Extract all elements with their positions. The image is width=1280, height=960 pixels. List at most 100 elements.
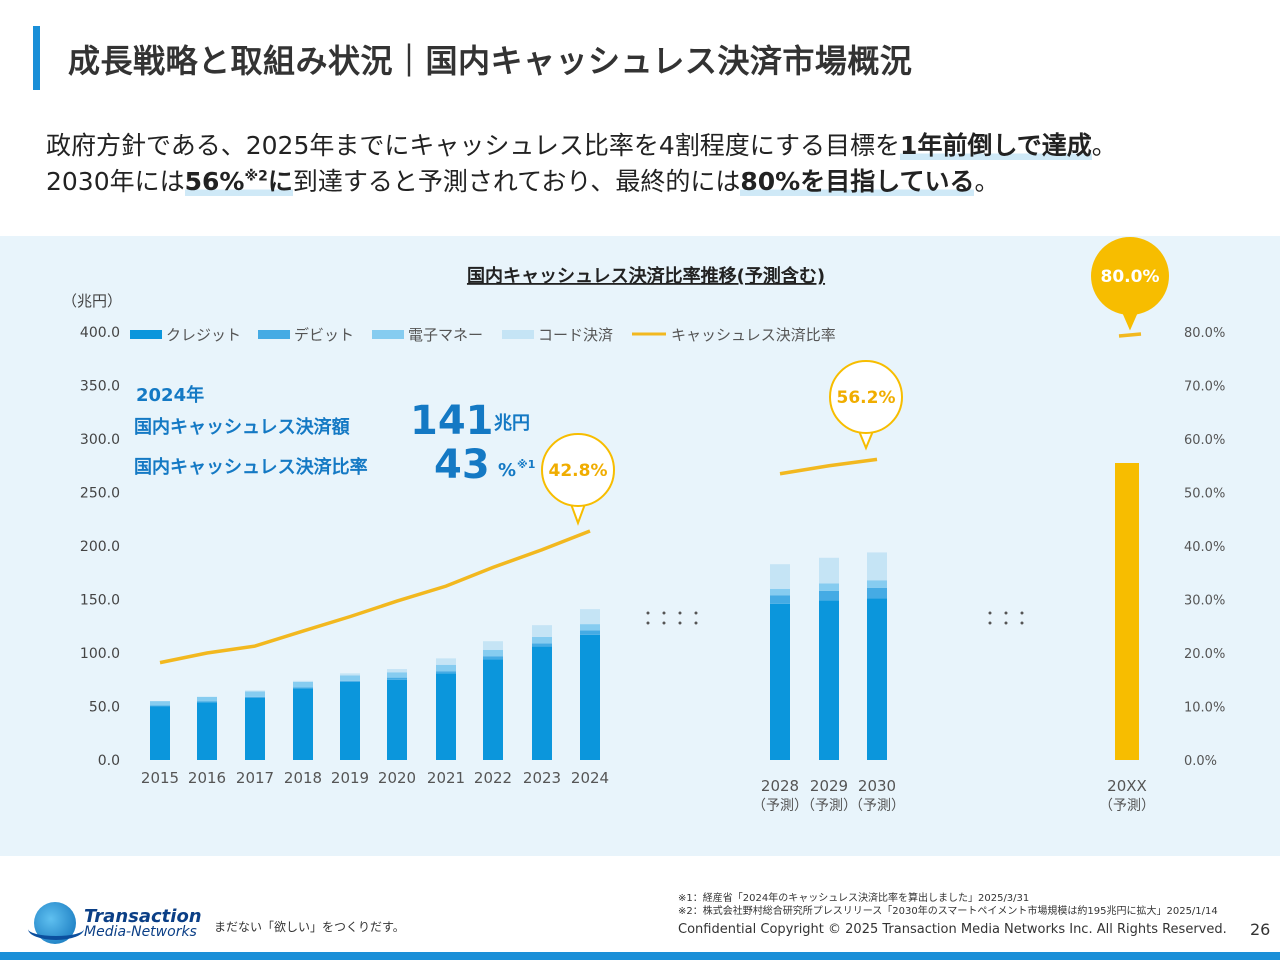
- annotation-value-2: 43: [434, 442, 490, 488]
- lead-text: 政府方針である、2025年までにキャッシュレス比率を4割程度にする目標を: [46, 131, 901, 160]
- legend-label: 電子マネー: [408, 326, 483, 344]
- y2-tick-label: 40.0%: [1184, 540, 1225, 555]
- x-tick-label: 2021: [427, 769, 465, 787]
- bar-segment: [245, 690, 265, 692]
- bar-segment: [532, 646, 552, 760]
- x-tick-label: 2028: [761, 777, 799, 795]
- x-tick-label: 2016: [188, 769, 226, 787]
- ratio-line-actual: [159, 529, 591, 665]
- x-tick-note: （予測）: [752, 798, 808, 814]
- bar-segment: [436, 664, 456, 672]
- lead-line-1: 政府方針である、2025年までにキャッシュレス比率を4割程度にする目標を1年前倒…: [46, 126, 1117, 162]
- ratio-line-target: [1118, 332, 1142, 338]
- x-tick-note: （予測）: [801, 798, 857, 814]
- bar-segment: [293, 687, 313, 689]
- y-tick-label: 250.0: [80, 486, 120, 502]
- bar-segment: [819, 557, 839, 584]
- legend-swatch: [130, 330, 162, 339]
- bar-segment: [245, 697, 265, 760]
- footnote-2: ※2：株式会社野村総合研究所プレスリリース「2030年のスマートペイメント市場規…: [678, 906, 1218, 917]
- x-tick-note: （予測）: [1099, 798, 1155, 814]
- bar-segment: [436, 673, 456, 760]
- logo-text-2: Media-Networks: [84, 924, 197, 940]
- x-tick-label: 2018: [284, 769, 322, 787]
- footer-strip: [0, 952, 1280, 960]
- lead-text: 2030年には: [46, 167, 185, 196]
- x-tick-label: 2023: [523, 769, 561, 787]
- bar-segment: [340, 673, 360, 676]
- y2-tick-label: 10.0%: [1184, 701, 1225, 716]
- bars: [150, 463, 1139, 760]
- bar-segment: [532, 625, 552, 637]
- bar-segment: [867, 552, 887, 581]
- x-tick-label: 2019: [331, 769, 369, 787]
- annotation-label-2: 国内キャッシュレス決済比率: [134, 456, 368, 478]
- legend: クレジット デビット 電子マネー コード決済 キャッシュレス決済比率: [130, 326, 836, 344]
- bar-segment: [293, 681, 313, 688]
- page-number: 26: [1250, 920, 1271, 939]
- bar-segment: [819, 590, 839, 601]
- bar-segment: [867, 587, 887, 599]
- lead-highlight-particle: に: [267, 167, 293, 196]
- lead-highlight: 1年前倒しで達成: [900, 131, 1092, 160]
- bar-segment: [245, 696, 265, 698]
- annotation-year: 2024年: [136, 384, 204, 406]
- legend-label: クレジット: [166, 326, 241, 344]
- bar-segment: [387, 669, 407, 673]
- y2-tick-label: 70.0%: [1184, 380, 1225, 395]
- bar-segment: [580, 630, 600, 635]
- x-tick-label: 2029: [810, 777, 848, 795]
- bar-segment: [293, 680, 313, 682]
- bar-segment: [150, 705, 170, 707]
- footnote-1: ※1：経産省「2024年のキャッシュレス決済比率を算出しました」2025/3/3…: [678, 893, 1030, 904]
- annotation-value-1: 141: [410, 398, 494, 444]
- callout-2024-circle: [541, 433, 615, 507]
- y2-tick-label: 60.0%: [1184, 433, 1225, 448]
- y-tick-label: 200.0: [80, 539, 120, 555]
- bar-segment: [387, 679, 407, 760]
- bar-segment: [197, 702, 217, 760]
- bar-segment: [387, 672, 407, 678]
- ratio-series: [159, 332, 1142, 665]
- logo-text-1: Transaction: [84, 906, 202, 927]
- ratio-line-forecast: [779, 457, 878, 476]
- cashless-chart: 国内キャッシュレス決済比率推移(予測含む) （兆円） クレジット デビット 電子マネ…: [62, 237, 1225, 814]
- y-tick-label: 0.0: [98, 753, 120, 769]
- y2-tick-label: 50.0%: [1184, 487, 1225, 502]
- y-tick-label: 350.0: [80, 379, 120, 395]
- legend-swatch: [372, 330, 404, 339]
- legend-swatch: [258, 330, 290, 339]
- bar-segment: [340, 681, 360, 760]
- callout-2030-circle: [829, 360, 903, 434]
- lead-highlight: 80%を目指している: [740, 167, 975, 196]
- y-axis-unit: （兆円）: [62, 292, 122, 310]
- x-axis: 2015 2016 2017 2018 2019 2020 2021 2022 2023 2024…: [141, 769, 1155, 814]
- annotation-unit-1: 兆円: [494, 413, 530, 434]
- annotation-2024: 2024年 国内キャッシュレス決済額 141 兆円 国内キャッシュレス決済比率 …: [134, 384, 535, 488]
- forecast-bar: [1115, 463, 1139, 760]
- bar-segment: [770, 564, 790, 589]
- callout-20xx-label: 80.0%: [1101, 267, 1160, 287]
- ellipsis-mark: ：：：：: [643, 605, 717, 629]
- y2-tick-label: 30.0%: [1184, 594, 1225, 609]
- logo-swoosh-icon: [28, 918, 84, 940]
- ellipsis-marks: ：：：：：：：: [643, 605, 1037, 629]
- y-tick-label: 400.0: [80, 325, 120, 341]
- legend-label: デビット: [294, 326, 354, 344]
- bar-segment: [580, 609, 600, 625]
- y-tick-label: 100.0: [80, 646, 120, 662]
- y-tick-label: 150.0: [80, 593, 120, 609]
- bar-segment: [483, 641, 503, 650]
- bar-segment: [436, 658, 456, 665]
- x-tick-label: 2030: [858, 777, 896, 795]
- callout-20xx-circle: [1091, 237, 1169, 315]
- x-tick-label: 2017: [236, 769, 274, 787]
- y-axis: 0.0 50.0 100.0 150.0 200.0 250.0 300.0 350.0 400…: [80, 325, 120, 769]
- lead-line-2: 2030年には56%※2に到達すると予測されており、最終的には80%を目指してい…: [46, 162, 999, 198]
- page-title: 成長戦略と取組み状況｜国内キャッシュレス決済市場概況: [68, 42, 913, 80]
- x-tick-label: 20XX: [1107, 777, 1147, 795]
- lead-highlight-value: 56%: [184, 167, 245, 196]
- bar-segment: [867, 598, 887, 760]
- y2-axis: 0.0% 10.0% 20.0% 30.0% 40.0% 50.0% 60.0% 70.0% 8…: [1184, 326, 1225, 769]
- bar-segment: [483, 656, 503, 660]
